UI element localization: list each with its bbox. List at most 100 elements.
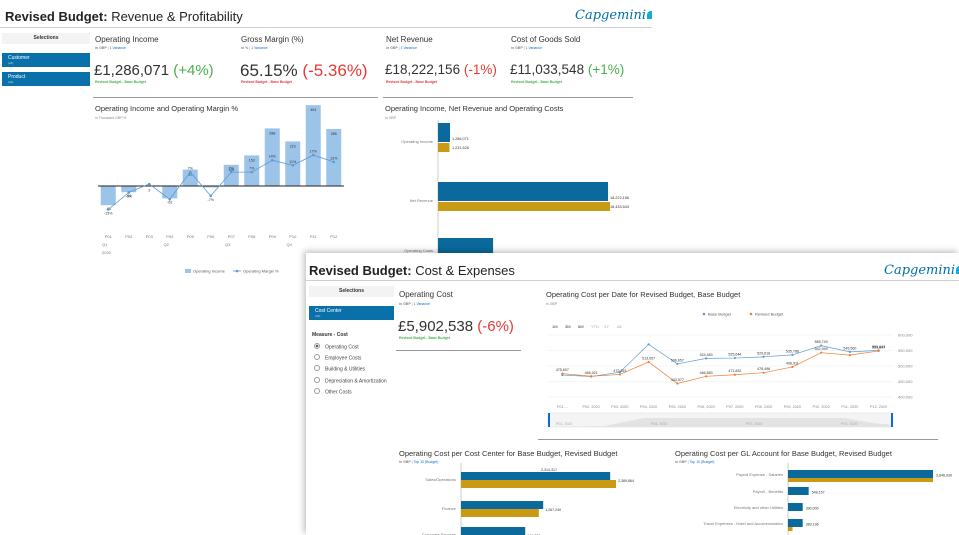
base-budget-bar bbox=[461, 472, 611, 480]
operating-income-label: 404 bbox=[310, 108, 316, 112]
base-budget-line bbox=[562, 343, 879, 377]
operating-income-label: 288 bbox=[269, 131, 275, 135]
revised-budget-point bbox=[705, 375, 708, 378]
base-budget-bar bbox=[788, 470, 933, 478]
category-label: Travel Expenses - Hotel and Accommodatio… bbox=[703, 521, 783, 526]
cost-center-bar-chart: 2,314,317 Sales/Operations 2,389,864 Financ… bbox=[422, 463, 634, 535]
revenue-profitability-panel: Revised Budget: Revenue & Profitability … bbox=[0, 0, 652, 290]
operating-income-bar bbox=[326, 129, 342, 186]
operating-income-label: 3 bbox=[148, 188, 150, 192]
cost-date-chart-title: Operating Cost per Date for Revised Budg… bbox=[546, 290, 741, 299]
value-label: 3,846,930 bbox=[936, 474, 952, 478]
kpi-cogs-sub: in GBP | 1 Variance bbox=[511, 46, 543, 50]
operating-income-bar bbox=[264, 128, 280, 186]
operating-income-bar bbox=[305, 105, 321, 186]
operating-margin-point bbox=[168, 198, 172, 201]
kpi-operating-income-title: Operating Income bbox=[95, 35, 159, 44]
selection-customer[interactable]: Customer (All) bbox=[2, 53, 90, 67]
measure-building-utilities[interactable]: Building & Utilities bbox=[314, 365, 365, 373]
kpi-gross-margin-note: Revised Budget - Base Budget bbox=[241, 80, 292, 84]
base-budget-point bbox=[705, 357, 708, 360]
gl-account-bar-chart: Payroll Expense - Salaries 3,846,930 Payro… bbox=[703, 463, 952, 535]
operating-margin-point bbox=[291, 164, 295, 167]
navigator-label: P10, 2020 bbox=[841, 422, 857, 426]
navigator-handle-right bbox=[891, 413, 893, 427]
base-value-label: 1,231,626 bbox=[452, 146, 469, 150]
x-tick-label: P06 bbox=[207, 234, 215, 239]
category-label: Electricity and other Utilities bbox=[734, 505, 783, 510]
line-chart-divider bbox=[538, 439, 938, 440]
navigator-label: P07, 2020 bbox=[746, 422, 762, 426]
revised-budget-bar bbox=[438, 182, 609, 201]
operating-margin-point bbox=[127, 191, 131, 194]
selection-product[interactable]: Product (All) bbox=[2, 72, 90, 86]
revised-budget-point bbox=[820, 351, 823, 354]
x-tick-label: P03 bbox=[146, 234, 154, 239]
operating-income-label: -62 bbox=[167, 200, 172, 204]
navigator-handle-left bbox=[548, 413, 550, 427]
revised-budget-point bbox=[791, 365, 794, 369]
operating-margin-label: -5% bbox=[126, 195, 133, 199]
page-title-costs: Revised Budget: Cost & Expenses bbox=[309, 263, 515, 278]
base-budget-point bbox=[848, 350, 851, 353]
kpi-operating-cost-sub: in GBP | 1 Variance bbox=[399, 302, 431, 306]
operating-margin-point bbox=[188, 170, 192, 174]
capgemini-spade-icon bbox=[956, 266, 959, 274]
x-tick-label: P09 bbox=[269, 234, 277, 239]
base-budget-bar bbox=[788, 503, 803, 511]
x-tick-label: P12, 2020 bbox=[870, 405, 887, 409]
operating-margin-label: 11% bbox=[289, 160, 297, 164]
navigator-label: P01, 2020 bbox=[556, 422, 572, 426]
point-label: 496,911 bbox=[786, 361, 799, 365]
value-label: 390,000 bbox=[806, 507, 819, 511]
x-tick-label: P01 bbox=[105, 234, 113, 239]
point-label: 506,657 bbox=[671, 358, 684, 362]
zoom-button-1y: 1Y bbox=[604, 324, 609, 329]
zoom-button-3m: 3M bbox=[565, 324, 571, 329]
quarter-label: Q3 bbox=[225, 242, 231, 247]
quarter-label: Q2 bbox=[164, 242, 170, 247]
operating-margin-label: 7% bbox=[188, 167, 194, 171]
x-tick-label: P06, 2020 bbox=[697, 405, 714, 409]
gl-account-chart-title: Operating Cost per GL Account for Base B… bbox=[675, 449, 892, 458]
measure-operating-cost[interactable]: Operating Cost bbox=[314, 343, 359, 351]
value-label: 548,157 bbox=[812, 491, 825, 495]
point-label: 475,607 bbox=[556, 368, 569, 372]
category-label: Finance bbox=[442, 506, 457, 511]
operating-margin-label: -15% bbox=[104, 212, 113, 216]
selection-cost-center[interactable]: Cost Center (All) bbox=[309, 306, 394, 320]
kpi-net-revenue-title: Net Revenue bbox=[386, 35, 433, 44]
measure-employee-costs[interactable]: Employee Costs bbox=[314, 354, 361, 362]
measure-depreciation[interactable]: Depreciation & Amortization bbox=[314, 377, 387, 385]
operating-income-label: 153 bbox=[249, 158, 255, 162]
oi-margin-chart-subtitle: in Thousand GBP,% bbox=[95, 116, 127, 120]
revised-budget-point bbox=[561, 372, 564, 375]
base-budget-bar bbox=[788, 487, 809, 495]
kpi-gross-margin-title: Gross Margin (%) bbox=[241, 35, 304, 44]
base-budget-bar bbox=[461, 527, 526, 535]
x-tick-label: P05 bbox=[187, 234, 195, 239]
operating-margin-label: 17% bbox=[310, 150, 318, 154]
base-budget-point bbox=[618, 371, 621, 374]
point-label: 472,853 bbox=[613, 369, 626, 373]
operating-income-bar bbox=[162, 186, 178, 199]
operating-margin-point bbox=[250, 170, 254, 174]
kpi-net-revenue-note: Revised Budget - Base Budget bbox=[386, 80, 437, 84]
operating-income-bar bbox=[121, 186, 137, 193]
revised-budget-point bbox=[877, 349, 880, 353]
y-tick-label: 450,000 bbox=[898, 379, 913, 384]
x-tick-label: P01,... bbox=[557, 405, 568, 409]
selections-header-costs: Selections bbox=[309, 286, 394, 297]
revised-budget-point bbox=[848, 354, 851, 357]
cost-center-chart-title: Operating Cost per Cost Center for Base … bbox=[399, 449, 618, 458]
oi-margin-combo-chart: -96P01-31P023P03-62P0482P05P06106P07153P… bbox=[98, 105, 344, 274]
measure-other-costs[interactable]: Other Costs bbox=[314, 388, 352, 396]
quarter-label: Q4 bbox=[287, 242, 293, 247]
legend-point-operating-margin bbox=[235, 269, 239, 273]
revised-budget-point bbox=[618, 373, 621, 376]
kpi-operating-cost-value: £5,902,538 (-6%) bbox=[398, 318, 514, 335]
x-tick-label: P02 bbox=[125, 234, 133, 239]
legend-revised-budget: Revised Budget bbox=[755, 312, 784, 317]
point-label: 525,644 bbox=[728, 353, 741, 357]
